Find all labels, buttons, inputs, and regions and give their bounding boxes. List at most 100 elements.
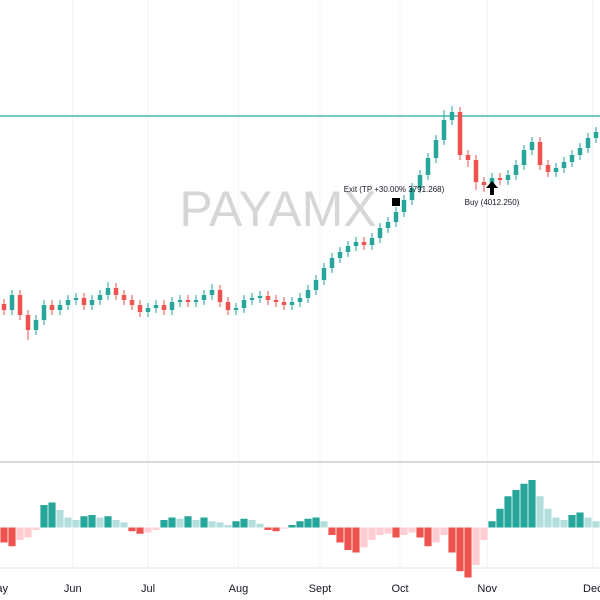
candle-body: [273, 300, 279, 302]
histogram-bar: [592, 521, 600, 528]
histogram-bar: [448, 527, 456, 553]
histogram-bar: [480, 527, 488, 540]
candle-body: [497, 178, 503, 180]
histogram-bar: [528, 480, 536, 528]
histogram-bar: [440, 527, 448, 535]
watermark: PAYAMX: [179, 181, 376, 237]
histogram-bar: [568, 515, 576, 528]
candle-body: [57, 305, 63, 310]
histogram-bar: [40, 505, 48, 528]
histogram-bar: [584, 517, 592, 528]
x-tick-label: Dec: [583, 583, 600, 595]
candle-body: [257, 296, 263, 298]
histogram-bar: [368, 527, 376, 540]
candle-body: [449, 112, 455, 120]
histogram-bar: [576, 512, 584, 528]
histogram-bar: [88, 515, 96, 528]
candle-body: [513, 165, 519, 175]
histogram-bar: [96, 517, 104, 528]
candle-body: [593, 132, 599, 138]
candle-body: [361, 242, 367, 245]
candle-body: [201, 295, 207, 300]
histogram-bar: [400, 527, 408, 535]
candle-body: [537, 142, 543, 165]
histogram-bar: [552, 517, 560, 528]
candle-body: [473, 160, 479, 182]
histogram-bar: [416, 527, 424, 538]
histogram-bar: [128, 527, 136, 532]
candle-body: [169, 302, 175, 310]
candle-body: [225, 302, 231, 310]
histogram-bar: [0, 527, 8, 543]
histogram-bar: [376, 527, 384, 535]
histogram-bar: [248, 520, 256, 528]
histogram-bar: [424, 527, 432, 547]
candle-body: [561, 162, 567, 168]
histogram-bar: [320, 521, 328, 528]
candle-body: [153, 305, 159, 308]
candle-body: [209, 290, 215, 295]
histogram-bar: [520, 483, 528, 528]
candle-body: [249, 298, 255, 300]
candle-body: [417, 175, 423, 188]
candle-body: [217, 290, 223, 302]
histogram-bar: [560, 520, 568, 528]
candle-body: [465, 155, 471, 160]
candle-body: [41, 305, 47, 320]
histogram-bar: [176, 518, 184, 528]
histogram-bar: [392, 527, 400, 538]
candle-body: [65, 300, 71, 305]
histogram-bar: [144, 527, 152, 533]
histogram-bar: [336, 527, 344, 543]
histogram-bar: [56, 510, 64, 528]
candle-body: [393, 212, 399, 222]
candle-body: [329, 258, 335, 268]
candle-body: [529, 142, 535, 150]
candle-body: [25, 315, 31, 330]
candle-body: [401, 200, 407, 212]
histogram-bar: [8, 527, 16, 547]
candle-body: [97, 295, 103, 300]
candle-body: [425, 158, 431, 175]
candle-body: [585, 138, 591, 148]
x-tick-label: Nov: [477, 583, 497, 595]
histogram-bar: [488, 521, 496, 528]
buy-marker: [486, 181, 498, 195]
histogram-bar: [16, 527, 24, 540]
histogram-bar: [48, 502, 56, 528]
candle-body: [1, 304, 7, 310]
histogram-bar: [200, 517, 208, 528]
histogram-bar: [456, 527, 464, 572]
histogram-bar: [104, 516, 112, 528]
candle-body: [161, 305, 167, 310]
candle-body: [265, 296, 271, 300]
histogram-bar: [208, 521, 216, 528]
histogram-bar: [464, 527, 472, 578]
histogram-bar: [160, 520, 168, 528]
candle-body: [481, 182, 487, 185]
candle-body: [177, 300, 183, 302]
candle-body: [569, 155, 575, 162]
histogram-bar: [80, 516, 88, 528]
candle-body: [345, 246, 351, 252]
candle-body: [233, 308, 239, 310]
histogram-bar: [296, 521, 304, 528]
histogram-bar: [224, 525, 232, 528]
histogram-bar: [504, 496, 512, 528]
histogram-bar: [24, 527, 32, 538]
histogram-bar: [344, 527, 352, 550]
histogram-bar: [232, 521, 240, 528]
candle-body: [521, 150, 527, 165]
candle-body: [353, 242, 359, 246]
histogram-bar: [384, 527, 392, 534]
histogram-bar: [272, 527, 280, 532]
candle-body: [33, 320, 39, 330]
histogram-bar: [408, 527, 416, 533]
x-tick-label: Jun: [64, 583, 82, 595]
candle-body: [145, 308, 151, 312]
candle-body: [377, 228, 383, 238]
candle-body: [193, 300, 199, 302]
histogram-bar: [184, 516, 192, 528]
candle-body: [121, 295, 127, 300]
candle-body: [457, 112, 463, 155]
